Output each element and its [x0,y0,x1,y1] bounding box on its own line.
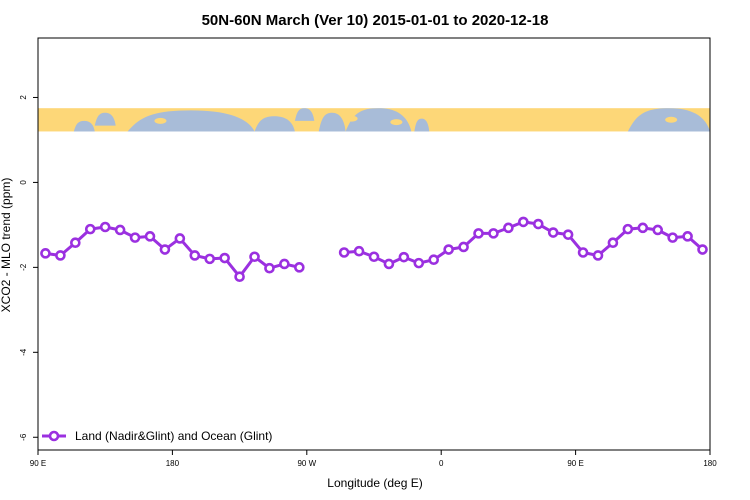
legend: Land (Nadir&Glint) and Ocean (Glint) [42,429,272,443]
data-point [55,250,66,261]
data-point [518,216,529,228]
ocean-region [345,108,412,132]
x-axis: 90 E 180 90 W 0 90 E 180 [30,450,717,468]
x-tick-label: 90 E [567,459,583,468]
y-tick-label: 0 [19,180,28,185]
data-point [159,244,171,255]
legend-marker-swatch [48,430,60,442]
y-tick-label: -2 [19,263,28,271]
y-tick-label: -4 [19,348,28,356]
data-point [503,222,514,234]
data-point [443,244,454,255]
x-tick-label: 180 [703,459,717,468]
data-point [458,241,469,253]
land-island [665,116,678,123]
y-axis: -6 -4 -2 0 2 [19,95,38,441]
data-point [607,237,619,249]
land-island [345,115,358,122]
data-point [398,251,410,263]
data-point [667,232,678,243]
data-point [279,258,290,270]
data-point [592,250,604,261]
data-point [383,258,395,270]
data-point [204,253,216,265]
data-point [532,218,544,230]
data-point [40,248,51,259]
series-layer [40,216,708,283]
data-point [428,254,440,266]
ocean-region [414,118,430,132]
data-point [682,231,693,242]
ocean-region [127,110,255,132]
world-map-band [38,108,710,132]
data-point [547,227,559,238]
y-tick-label: -6 [19,433,28,441]
data-point [622,223,634,235]
ocean-region [318,112,346,132]
data-point [652,224,664,236]
land-island [154,117,167,124]
data-point [577,247,589,258]
x-tick-label: 90 W [297,459,316,468]
legend-label: Land (Nadir&Glint) and Ocean (Glint) [75,429,272,443]
ocean-region [254,116,295,132]
data-point [488,228,499,239]
data-point [234,271,245,283]
data-point [144,231,156,242]
data-point [189,250,201,261]
data-point [129,232,141,243]
data-point [264,262,275,274]
data-point [353,245,365,257]
data-point [249,251,260,263]
data-point [294,262,305,273]
x-tick-label: 180 [166,459,180,468]
data-point [99,221,111,233]
plot-frame [37,37,711,451]
data-point [637,222,649,234]
x-tick-label: 0 [439,459,444,468]
data-point [219,252,230,264]
ocean-region [294,108,315,121]
x-axis-label: Longitude (deg E) [327,476,422,490]
y-axis-label: XCO2 - MLO trend (ppm) [0,178,13,313]
data-point [338,247,350,258]
land-island [390,119,403,126]
data-point [84,223,96,235]
ocean-region [73,120,95,132]
data-point [562,229,574,240]
data-point [473,228,484,239]
data-point [697,244,708,255]
series-line [45,225,300,279]
x-tick-label: 90 E [30,459,46,468]
ocean-region [94,112,116,126]
chart-title: 50N-60N March (Ver 10) 2015-01-01 to 202… [202,12,549,29]
data-point [174,233,186,244]
series-line [344,220,704,266]
data-point [114,224,126,236]
data-point [70,237,81,249]
data-point [413,257,425,269]
y-tick-label: 2 [19,95,28,100]
data-point [368,251,380,263]
